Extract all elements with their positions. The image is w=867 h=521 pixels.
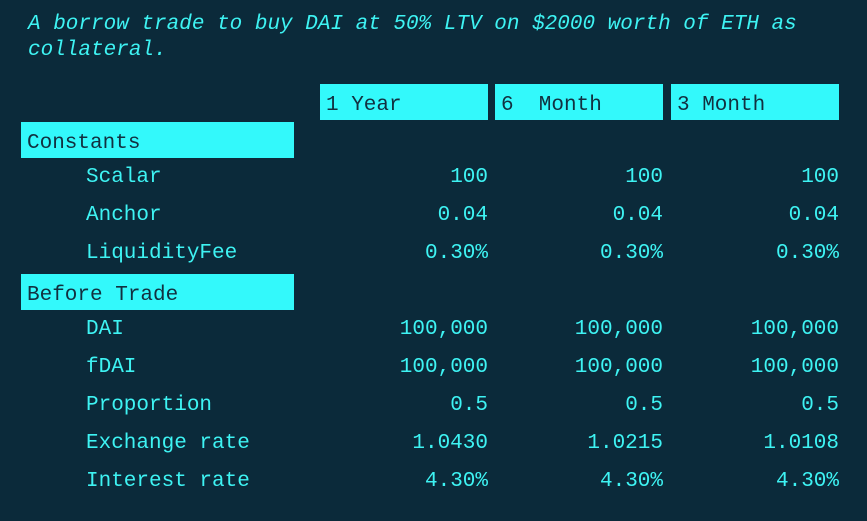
cell-value: 0.04 [437, 204, 488, 227]
cell-value: 0.5 [801, 394, 839, 417]
row-label: Proportion [86, 394, 213, 417]
row-label: LiquidityFee [86, 242, 238, 265]
cell-value: 100,000 [574, 356, 663, 379]
cell-value: 0.5 [450, 394, 488, 417]
cell-value: 4.30% [775, 470, 839, 493]
cell-value: 0.30% [775, 242, 839, 265]
cell-value: 4.30% [424, 470, 488, 493]
cell-value: 100 [625, 166, 663, 189]
section-header: Constants [21, 122, 294, 158]
caption: A borrow trade to buy DAI at 50% LTV on … [28, 13, 797, 62]
column-header: 6 Month [495, 84, 663, 120]
cell-value: 0.04 [788, 204, 839, 227]
cell-value: 0.04 [612, 204, 663, 227]
cell-value: 1.0215 [587, 432, 663, 455]
cell-value: 0.5 [625, 394, 663, 417]
row-label: fDAI [86, 356, 137, 379]
cell-value: 0.30% [599, 242, 663, 265]
row-label: Anchor [86, 204, 162, 227]
cell-value: 100,000 [399, 318, 488, 341]
cell-value: 0.30% [424, 242, 488, 265]
cell-value: 1.0108 [763, 432, 839, 455]
cell-value: 100,000 [750, 356, 839, 379]
cell-value: 4.30% [599, 470, 663, 493]
cell-value: 100 [801, 166, 839, 189]
cell-value: 100,000 [399, 356, 488, 379]
cell-value: 1.0430 [412, 432, 488, 455]
row-label: Interest rate [86, 470, 250, 493]
column-header: 3 Month [671, 84, 839, 120]
row-label: Exchange rate [86, 432, 250, 455]
section-header: Before Trade [21, 274, 294, 310]
row-label: Scalar [86, 166, 162, 189]
column-header: 1 Year [320, 84, 488, 120]
cell-value: 100 [450, 166, 488, 189]
row-label: DAI [86, 318, 124, 341]
cell-value: 100,000 [574, 318, 663, 341]
cell-value: 100,000 [750, 318, 839, 341]
